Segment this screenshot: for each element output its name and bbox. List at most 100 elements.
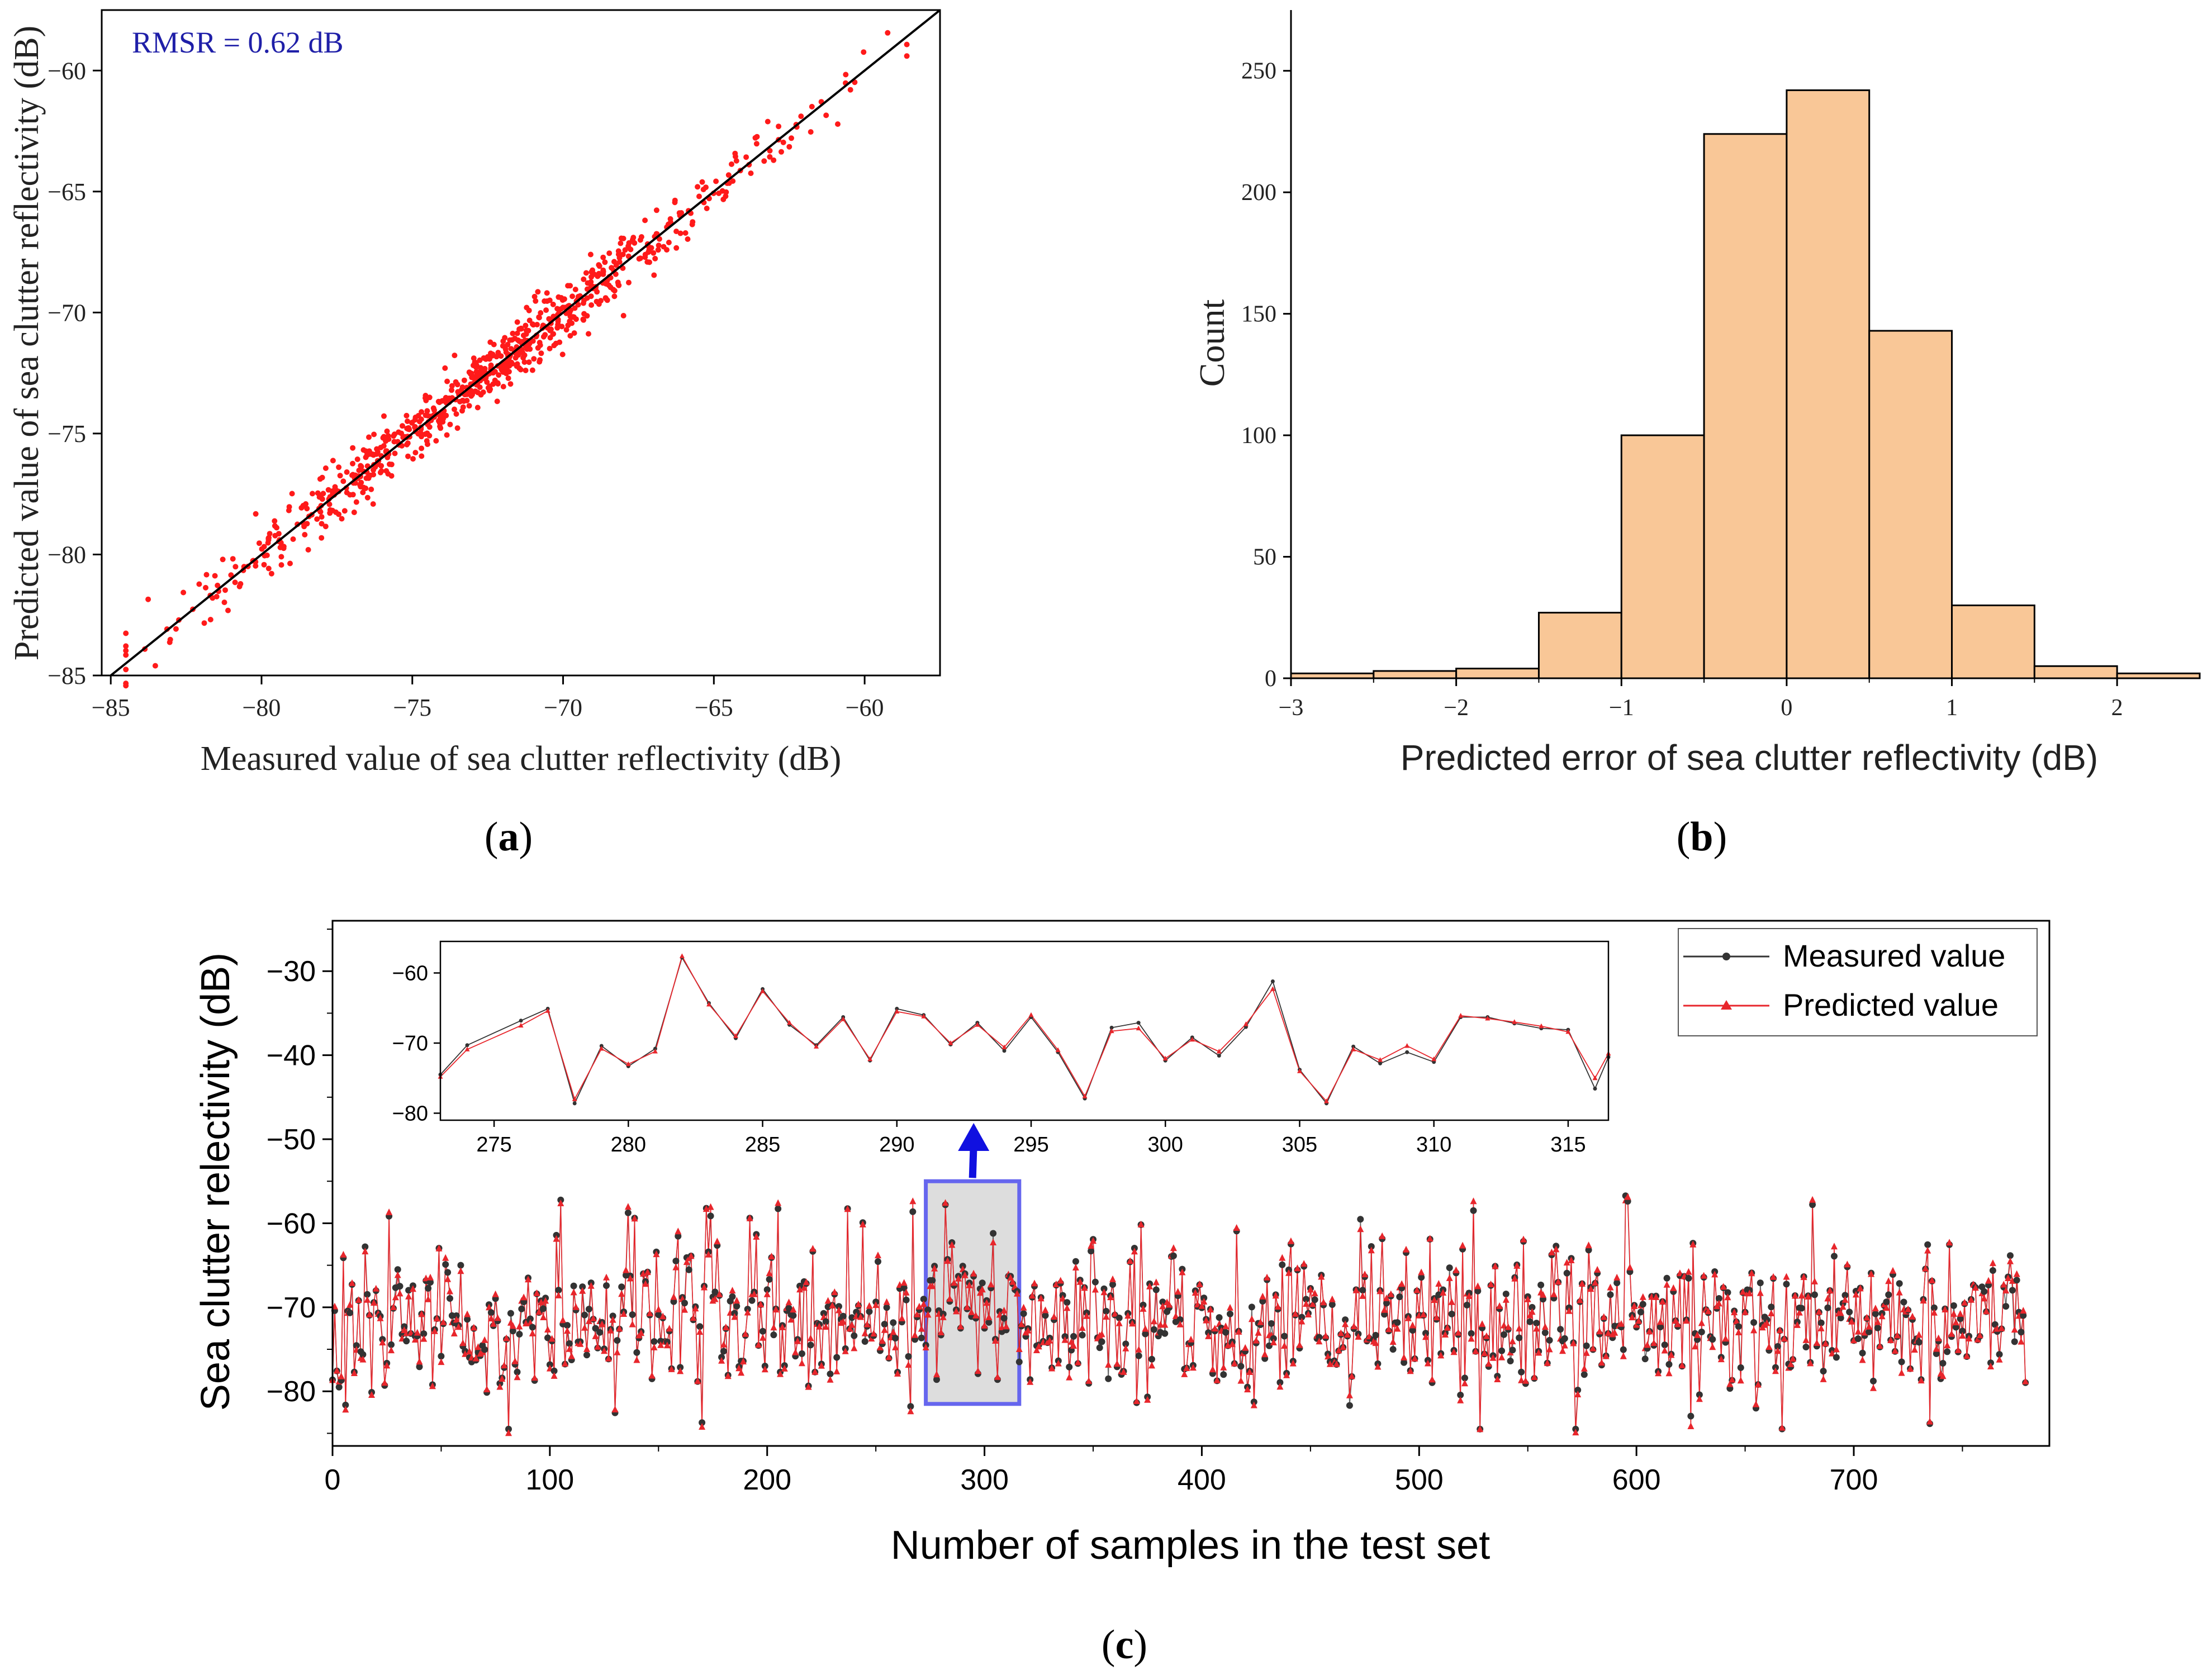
c-predicted-point bbox=[2005, 1274, 2012, 1281]
a-scatter-point bbox=[444, 378, 450, 384]
a-scatter-point bbox=[558, 295, 564, 301]
c-predicted-point bbox=[859, 1220, 866, 1227]
c-measured-point bbox=[1824, 1304, 1831, 1311]
c-x-ticks: 0 100 200 300 400 500 600 700 bbox=[325, 1446, 1963, 1496]
c-predicted-point bbox=[1448, 1298, 1455, 1305]
b-y-tick-label: 150 bbox=[1241, 302, 1276, 327]
c-measured-point bbox=[827, 1371, 834, 1378]
c-predicted-point bbox=[1248, 1315, 1255, 1322]
a-scatter-point bbox=[538, 310, 544, 316]
a-scatter-point bbox=[383, 468, 390, 474]
c-predicted-point bbox=[1974, 1335, 1981, 1343]
a-scatter-point bbox=[569, 314, 575, 320]
c-measured-point bbox=[1159, 1298, 1166, 1306]
c-predicted-point bbox=[1150, 1317, 1157, 1325]
b-y-ticks: 0 50 100 150 200 250 bbox=[1241, 59, 1291, 692]
c-inset-x-tick-label: 295 bbox=[1013, 1133, 1048, 1157]
c-predicted-point bbox=[1509, 1338, 1516, 1345]
c-measured-point bbox=[425, 1284, 432, 1292]
c-predicted-point bbox=[1344, 1331, 1351, 1338]
c-predicted-point bbox=[1650, 1339, 1658, 1346]
a-scatter-point bbox=[277, 544, 283, 550]
c-measured-point bbox=[427, 1279, 434, 1286]
c-predicted-point bbox=[496, 1383, 504, 1390]
c-predicted-point bbox=[427, 1273, 434, 1281]
c-predicted-point bbox=[690, 1314, 697, 1321]
c-inset-measured-point bbox=[1405, 1050, 1409, 1054]
a-scatter-point bbox=[652, 255, 658, 261]
c-predicted-point bbox=[1863, 1314, 1871, 1321]
c-measured-point bbox=[1516, 1334, 1523, 1341]
c-predicted-point bbox=[1325, 1353, 1331, 1360]
c-measured-point bbox=[1768, 1303, 1775, 1311]
c-measured-point bbox=[1248, 1303, 1255, 1311]
c-predicted-point bbox=[863, 1320, 871, 1327]
c-inset-x-ticks: 275 280 285 290 295 300 305 310 315 bbox=[476, 1120, 1586, 1157]
c-predicted-point bbox=[1133, 1397, 1140, 1404]
c-predicted-point bbox=[951, 1279, 958, 1286]
a-scatter-point bbox=[647, 259, 652, 265]
c-predicted-point bbox=[611, 1406, 619, 1412]
c-predicted-point bbox=[1811, 1277, 1818, 1284]
a-scatter-point bbox=[410, 456, 416, 462]
c-measured-point bbox=[1316, 1334, 1323, 1341]
c-predicted-point bbox=[1274, 1303, 1281, 1310]
c-predicted-point bbox=[1076, 1278, 1084, 1285]
c-measured-point bbox=[1537, 1281, 1545, 1288]
b-y-tick-label: 200 bbox=[1241, 180, 1276, 206]
a-scatter-point bbox=[551, 342, 557, 349]
c-predicted-point bbox=[1754, 1381, 1762, 1388]
c-measured-point bbox=[1661, 1341, 1668, 1349]
c-predicted-point bbox=[1146, 1282, 1154, 1289]
c-predicted-point bbox=[831, 1288, 838, 1295]
c-measured-point bbox=[1346, 1402, 1353, 1409]
c-predicted-point bbox=[1051, 1313, 1057, 1320]
c-predicted-point bbox=[1983, 1307, 1990, 1315]
c-measured-point bbox=[1383, 1300, 1390, 1307]
a-scatter-point bbox=[572, 287, 578, 293]
c-predicted-point bbox=[929, 1282, 936, 1289]
c-predicted-point bbox=[1487, 1281, 1494, 1287]
a-scatter-point bbox=[676, 210, 682, 216]
c-measured-point bbox=[1176, 1316, 1184, 1323]
c-predicted-point bbox=[1252, 1336, 1260, 1344]
c-measured-point bbox=[1152, 1286, 1160, 1293]
c-predicted-point bbox=[1792, 1292, 1798, 1299]
c-predicted-point bbox=[1103, 1313, 1110, 1320]
c-predicted-point bbox=[2002, 1287, 2010, 1294]
c-inset-predicted-point bbox=[1485, 1016, 1491, 1021]
c-predicted-point bbox=[450, 1330, 458, 1336]
c-measured-point bbox=[1401, 1359, 1408, 1366]
c-predicted-point bbox=[970, 1269, 977, 1277]
c-predicted-point bbox=[1374, 1363, 1382, 1370]
a-scatter-point bbox=[340, 478, 346, 484]
c-predicted-point bbox=[1294, 1264, 1301, 1272]
a-y-tick-label: −70 bbox=[48, 299, 86, 326]
c-predicted-point bbox=[544, 1326, 551, 1333]
a-scatter-point bbox=[482, 365, 488, 372]
c-predicted-point bbox=[1024, 1326, 1032, 1334]
a-scatter-point bbox=[419, 409, 425, 415]
c-measured-point bbox=[759, 1327, 766, 1335]
a-scatter-point bbox=[325, 487, 331, 493]
c-predicted-point bbox=[1398, 1280, 1406, 1287]
c-predicted-point bbox=[1985, 1277, 1992, 1284]
c-predicted-point bbox=[1798, 1292, 1805, 1299]
a-scatter-point bbox=[388, 461, 395, 468]
a-scatter-point bbox=[289, 491, 295, 497]
c-predicted-point bbox=[1170, 1244, 1177, 1252]
a-scatter-point bbox=[557, 339, 563, 345]
c-predicted-point bbox=[1563, 1259, 1570, 1266]
c-predicted-point bbox=[790, 1306, 797, 1313]
c-predicted-point bbox=[1461, 1379, 1468, 1387]
c-predicted-point bbox=[1546, 1345, 1553, 1353]
c-predicted-point bbox=[1550, 1290, 1558, 1297]
b-y-tick-label: 100 bbox=[1241, 423, 1276, 449]
c-inset-x-tick-label: 305 bbox=[1282, 1133, 1317, 1157]
c-measured-point bbox=[2002, 1303, 2010, 1310]
a-scatter-point bbox=[201, 620, 207, 626]
a-x-tick-label: −65 bbox=[695, 694, 733, 721]
b-histogram-bar bbox=[1373, 670, 1458, 679]
c-predicted-point bbox=[1789, 1355, 1797, 1362]
c-measured-point bbox=[933, 1376, 940, 1383]
